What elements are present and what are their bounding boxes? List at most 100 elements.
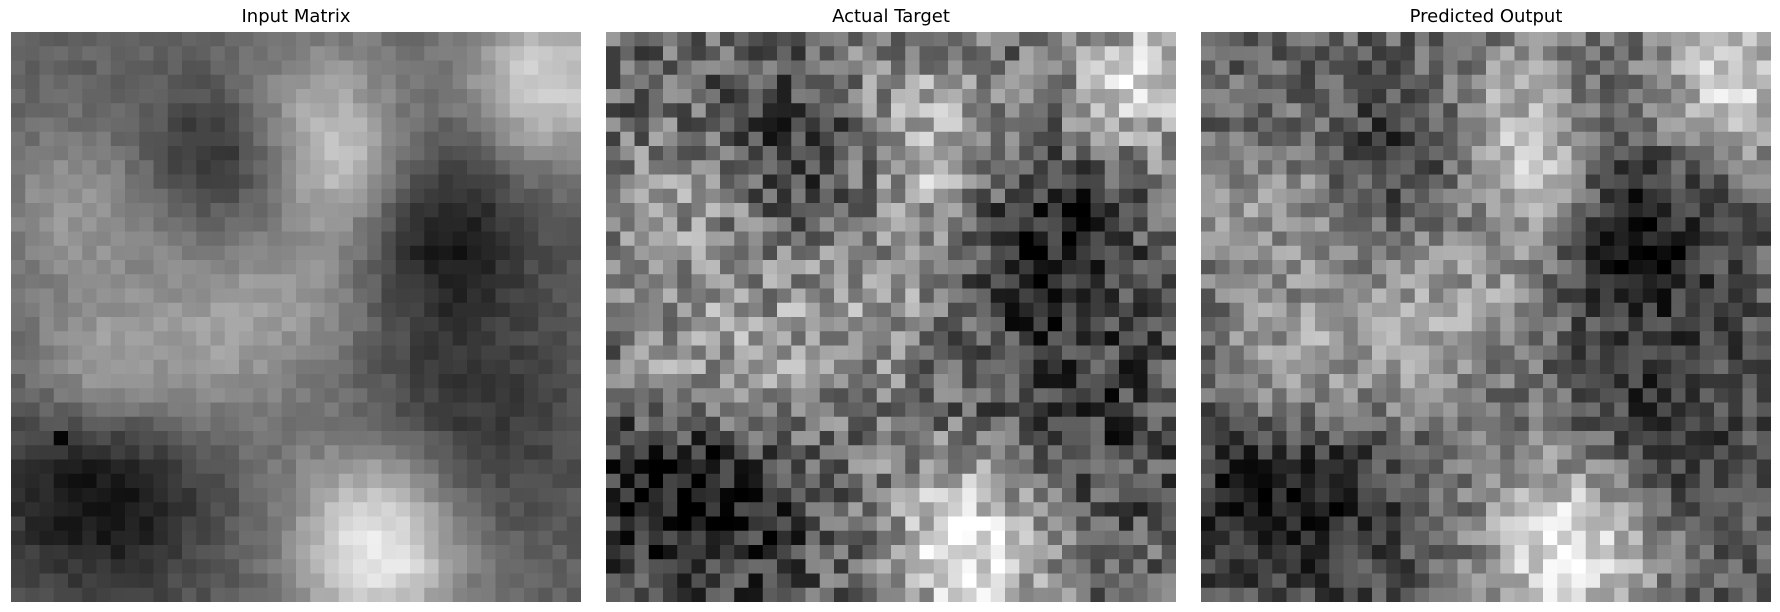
- heatmap-cell: [1147, 502, 1163, 517]
- heatmap-cell: [1742, 74, 1758, 90]
- heatmap-cell: [948, 117, 963, 133]
- heatmap-cell: [1161, 131, 1176, 147]
- heatmap-cell: [634, 359, 650, 375]
- heatmap-cell: [210, 359, 226, 375]
- heatmap-cell: [990, 345, 1006, 361]
- heatmap-cell: [1147, 431, 1163, 446]
- heatmap-cell: [1119, 516, 1134, 532]
- heatmap-cell: [1386, 288, 1401, 304]
- heatmap-cell: [1742, 587, 1758, 602]
- heatmap-cell: [438, 488, 454, 503]
- heatmap-cell: [1471, 359, 1487, 375]
- heatmap-cell: [68, 146, 83, 161]
- heatmap-cell: [267, 217, 283, 232]
- heatmap-cell: [1329, 302, 1344, 318]
- heatmap-cell: [1258, 174, 1273, 190]
- heatmap-cell: [1062, 131, 1077, 147]
- heatmap-cell: [1443, 374, 1458, 389]
- heatmap-cell: [1104, 131, 1120, 147]
- heatmap-cell: [1201, 345, 1216, 361]
- heatmap-cell: [976, 359, 992, 375]
- heatmap-cell: [11, 587, 26, 602]
- heatmap-cell: [296, 516, 311, 532]
- heatmap-cell: [948, 573, 963, 589]
- heatmap-cell: [296, 32, 311, 47]
- heatmap-cell: [381, 587, 397, 602]
- heatmap-cell: [848, 245, 863, 261]
- heatmap-cell: [481, 160, 496, 175]
- heatmap-cell: [82, 203, 97, 218]
- heatmap-cell: [1372, 445, 1387, 460]
- heatmap-cell: [68, 317, 83, 332]
- heatmap-cell: [509, 217, 525, 232]
- heatmap-cell: [720, 274, 735, 289]
- heatmap-cell: [481, 402, 496, 418]
- heatmap-cell: [139, 188, 154, 204]
- heatmap-cell: [606, 416, 621, 432]
- heatmap-cell: [1315, 545, 1330, 560]
- heatmap-cell: [1201, 331, 1216, 346]
- heatmap-cell: [1076, 117, 1091, 133]
- heatmap-cell: [395, 473, 411, 489]
- heatmap-cell: [338, 46, 354, 61]
- heatmap-cell: [353, 274, 368, 289]
- heatmap-cell: [1386, 32, 1401, 47]
- heatmap-cell: [791, 160, 806, 175]
- heatmap-cell: [1005, 245, 1020, 261]
- heatmap-cell: [353, 89, 368, 104]
- heatmap-cell: [777, 473, 792, 489]
- heatmap-cell: [1571, 188, 1587, 204]
- heatmap-cell: [11, 359, 26, 375]
- heatmap-cell: [1300, 502, 1316, 517]
- heatmap-cell: [1614, 103, 1629, 118]
- heatmap-cell: [438, 431, 454, 446]
- heatmap-cell: [438, 74, 454, 90]
- heatmap-cell: [606, 359, 621, 375]
- heatmap-cell: [68, 46, 83, 61]
- heatmap-cell: [1243, 288, 1259, 304]
- heatmap-cell: [82, 60, 97, 76]
- heatmap-cell: [876, 203, 892, 218]
- heatmap-cell: [1557, 359, 1572, 375]
- heatmap-cell: [1315, 502, 1330, 517]
- heatmap-cell: [1699, 231, 1715, 247]
- heatmap-cell: [862, 274, 878, 289]
- heatmap-cell: [1557, 388, 1572, 403]
- heatmap-cell: [509, 416, 525, 432]
- heatmap-cell: [620, 203, 635, 218]
- heatmap-cell: [748, 89, 764, 104]
- heatmap-cell: [395, 231, 411, 247]
- heatmap-cell: [1471, 459, 1487, 475]
- heatmap-cell: [452, 302, 468, 318]
- heatmap-cell: [1104, 473, 1120, 489]
- heatmap-cell: [324, 231, 340, 247]
- heatmap-cell: [691, 231, 707, 247]
- heatmap-cell: [634, 345, 650, 361]
- heatmap-cell: [705, 402, 721, 418]
- heatmap-cell: [1528, 545, 1544, 560]
- heatmap-cell: [819, 587, 835, 602]
- heatmap-cell: [1062, 302, 1077, 318]
- heatmap-cell: [367, 32, 382, 47]
- heatmap-cell: [691, 473, 707, 489]
- heatmap-cell: [338, 530, 354, 546]
- heatmap-cell: [1357, 302, 1373, 318]
- heatmap-cell: [1343, 74, 1359, 90]
- heatmap-cell: [1033, 74, 1049, 90]
- heatmap-cell: [338, 573, 354, 589]
- heatmap-cell: [1500, 260, 1515, 275]
- heatmap-cell: [1400, 573, 1416, 589]
- heatmap-cell: [1500, 559, 1515, 574]
- heatmap-cell: [552, 103, 568, 118]
- heatmap-cell: [1614, 146, 1629, 161]
- heatmap-cell: [933, 188, 949, 204]
- heatmap-cell: [353, 302, 368, 318]
- heatmap-cell: [566, 416, 581, 432]
- heatmap-cell: [1642, 188, 1658, 204]
- heatmap-cell: [566, 74, 581, 90]
- heatmap-cell: [791, 89, 806, 104]
- heatmap-cell: [167, 502, 183, 517]
- heatmap-cell: [862, 431, 878, 446]
- heatmap-cell: [1161, 302, 1176, 318]
- heatmap-cell: [1343, 32, 1359, 47]
